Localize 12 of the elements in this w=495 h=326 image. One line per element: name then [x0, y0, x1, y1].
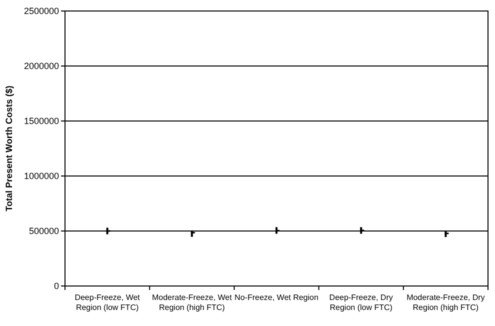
y-axis-title: Total Present Worth Costs ($) — [4, 86, 14, 212]
y-tick-label: 2500000 — [24, 6, 59, 16]
x-tick-label: Deep-Freeze, Wet Region (low FTC) — [74, 293, 141, 312]
y-tick-label: 2000000 — [24, 61, 59, 72]
x-tick-label: Deep-Freeze, Dry Region (low FTC) — [329, 293, 393, 312]
x-tick-label: Moderate-Freeze, Wet Region (high FTC) — [152, 293, 233, 312]
y-tick-label: 1000000 — [24, 171, 59, 182]
y-tick-label: 1500000 — [24, 116, 59, 126]
y-tick-label: 0 — [54, 281, 59, 292]
x-tick-label: No-Freeze, Wet Region — [234, 293, 318, 302]
x-tick-label: Moderate-Freeze, Dry Region (high FTC) — [406, 293, 485, 312]
y-tick-label: 500000 — [28, 226, 59, 236]
